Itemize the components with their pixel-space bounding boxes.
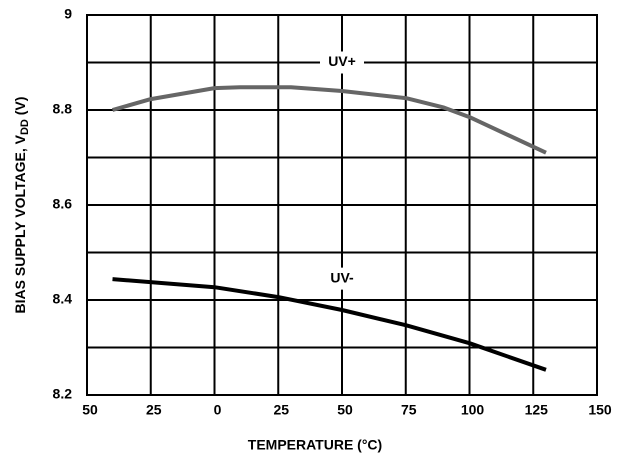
y-tick-label: 8.6 xyxy=(53,196,73,212)
plot-frame xyxy=(86,14,598,396)
x-tick-label: 25 xyxy=(146,402,162,418)
x-tick-label: 75 xyxy=(401,402,417,418)
y-axis-label: BIAS SUPPLY VOLTAGE, VDD (V) xyxy=(12,97,31,314)
y-axis-label-text: BIAS SUPPLY VOLTAGE, V xyxy=(12,134,28,313)
series-line xyxy=(112,277,547,372)
y-tick-label: 9 xyxy=(64,6,72,22)
y-axis-label-subscript: DD xyxy=(19,119,31,135)
x-tick-label: 100 xyxy=(461,402,485,418)
y-tick-label: 8.2 xyxy=(53,386,73,402)
annotation-bg xyxy=(320,267,364,290)
x-tick-label: 125 xyxy=(525,402,549,418)
x-tick-label: 0 xyxy=(214,402,222,418)
x-tick-label: 25 xyxy=(273,402,289,418)
x-tick-label: 50 xyxy=(82,402,98,418)
annotation-bg xyxy=(320,51,364,74)
y-tick-label: 8.8 xyxy=(53,101,73,117)
y-axis-label-suffix: (V) xyxy=(12,97,28,120)
x-tick-label: 150 xyxy=(588,402,612,418)
x-tick-label: 50 xyxy=(337,402,353,418)
annotation: UV+ xyxy=(328,53,356,69)
series-line xyxy=(111,85,547,155)
y-tick-label: 8.4 xyxy=(53,291,73,307)
x-axis-label: TEMPERATURE (°C) xyxy=(248,437,382,453)
annotation: UV- xyxy=(330,269,354,285)
